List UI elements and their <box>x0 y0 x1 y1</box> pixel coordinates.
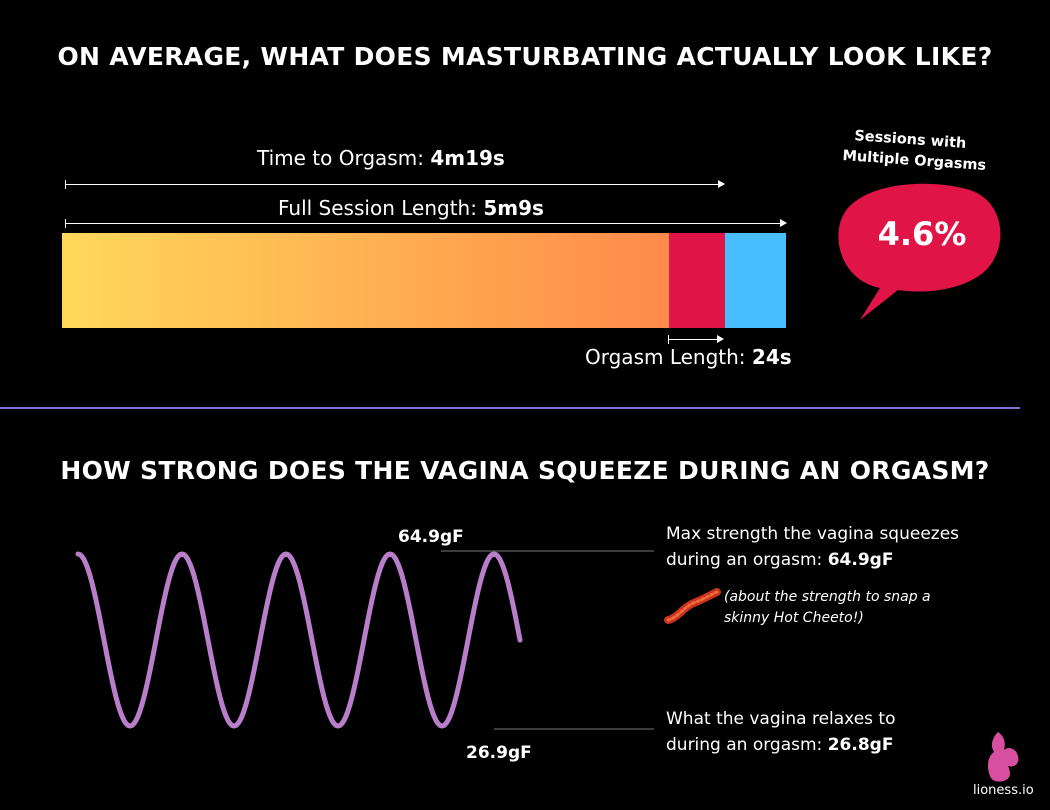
relax-line2: during an orgasm: 26.8gF <box>666 735 894 755</box>
squeeze-waveform-line <box>75 551 523 729</box>
max-strength-line2: during an orgasm: 64.9gF <box>666 550 894 570</box>
multiple-orgasms-callout: Sessions with Multiple Orgasms 4.6% <box>838 128 1001 320</box>
full-session-label: Full Session Length: 5m9s <box>278 196 544 220</box>
brand-name: lioness.io <box>973 783 1034 798</box>
cheeto-note-line2: skinny Hot Cheeto!) <box>724 610 864 626</box>
bar-segment-remaining-session <box>725 233 786 328</box>
relax-line1: What the vagina relaxes to <box>666 709 896 729</box>
peak-value-label: 64.9gF <box>398 527 464 547</box>
time-to-orgasm-arrow <box>65 180 725 189</box>
orgasm-length-value: 24s <box>751 345 792 369</box>
hot-cheeto-icon <box>664 588 721 624</box>
section-divider <box>0 407 1020 409</box>
speech-bubble-shape <box>838 183 1001 320</box>
relax-value: 26.8gF <box>827 735 894 755</box>
time-to-orgasm-label: Time to Orgasm: 4m19s <box>257 146 505 170</box>
squeeze-waveform-chart: 64.9gF 26.9gF <box>75 527 654 763</box>
callout-caption-line1: Sessions with <box>854 128 967 152</box>
max-strength-line1: Max strength the vagina squeezes <box>666 524 960 544</box>
section1-heading: On average, what does masturbating actua… <box>57 42 993 71</box>
bar-segment-time-to-orgasm <box>62 233 669 328</box>
bar-segment-orgasm-length <box>668 233 726 328</box>
cheeto-note: (about the strength to snap a skinny Hot… <box>724 587 931 629</box>
time-to-orgasm-value: 4m19s <box>430 146 505 170</box>
max-strength-value: 64.9gF <box>827 550 894 570</box>
orgasm-length-arrow <box>668 335 724 344</box>
section2-heading: How strong does the vagina squeeze durin… <box>60 456 990 485</box>
relax-annotation: What the vagina relaxes to during an org… <box>666 706 896 758</box>
cheeto-note-line1: (about the strength to snap a <box>724 589 931 605</box>
trough-value-label: 26.9gF <box>466 743 532 763</box>
max-strength-annotation: Max strength the vagina squeezes during … <box>666 521 959 573</box>
callout-caption-line2: Multiple Orgasms <box>842 148 987 174</box>
orgasm-length-label: Orgasm Length: 24s <box>585 345 792 369</box>
full-session-arrow <box>65 219 787 228</box>
callout-value: 4.6% <box>878 215 967 253</box>
full-session-value: 5m9s <box>483 196 544 220</box>
lioness-logo-icon <box>987 732 1019 782</box>
